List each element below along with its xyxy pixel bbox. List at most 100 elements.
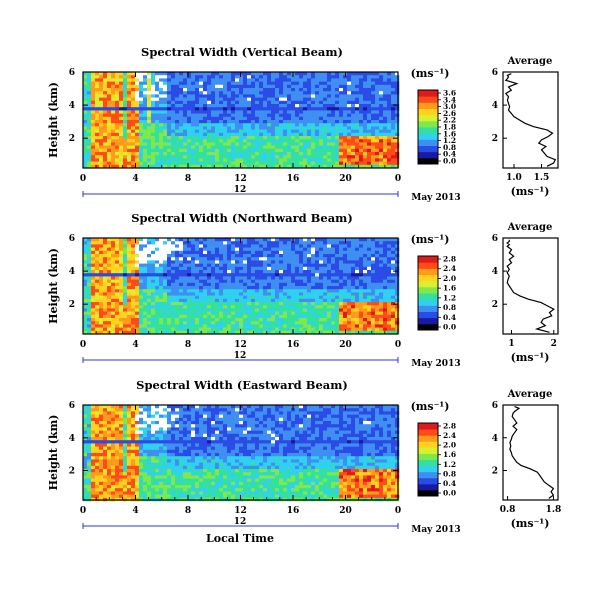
heatmap-cell bbox=[163, 257, 168, 261]
heatmap-cell bbox=[359, 161, 364, 166]
heatmap-cell bbox=[367, 84, 372, 89]
heatmap-cell bbox=[255, 139, 260, 143]
heatmap-cell bbox=[319, 142, 324, 146]
heatmap-cell bbox=[87, 139, 92, 143]
heatmap-cell bbox=[287, 81, 292, 86]
heatmap-cell bbox=[259, 75, 264, 79]
heatmap-cell bbox=[147, 136, 152, 140]
heatmap-cell bbox=[187, 295, 192, 300]
heatmap-cell bbox=[155, 104, 160, 108]
heatmap-cell bbox=[203, 270, 208, 274]
heatmap-cell bbox=[219, 314, 224, 319]
heatmap-cell bbox=[111, 263, 116, 268]
heatmap-cell bbox=[287, 263, 292, 268]
heatmap-cell bbox=[131, 295, 136, 300]
heatmap-cell bbox=[275, 250, 280, 255]
heatmap-cell bbox=[383, 321, 388, 325]
heatmap-cell bbox=[347, 123, 352, 127]
heatmap-cell bbox=[215, 324, 220, 328]
heatmap-cell bbox=[123, 247, 128, 252]
heatmap-cell bbox=[135, 136, 140, 140]
heatmap-cell bbox=[91, 148, 96, 153]
heatmap-cell bbox=[279, 132, 284, 137]
heatmap-cell bbox=[187, 129, 192, 134]
heatmap-cell bbox=[163, 250, 168, 255]
heatmap-cell bbox=[183, 314, 188, 319]
heatmap-cell bbox=[351, 148, 356, 153]
heatmap-cell bbox=[243, 97, 248, 102]
heatmap-cell bbox=[299, 107, 304, 111]
heatmap-cell bbox=[375, 158, 380, 162]
heatmap-cell bbox=[319, 286, 324, 290]
heatmap-cell bbox=[391, 107, 396, 111]
heatmap-cell bbox=[131, 244, 136, 248]
heatmap-cell bbox=[395, 129, 400, 134]
heatmap-cell bbox=[255, 104, 260, 108]
heatmap-cell bbox=[307, 295, 312, 300]
heatmap-cell bbox=[235, 263, 240, 268]
heatmap-cell bbox=[115, 289, 120, 293]
heatmap-cell bbox=[235, 289, 240, 293]
heatmap-cell bbox=[259, 244, 264, 248]
heatmap-cell bbox=[179, 270, 184, 274]
heatmap-cell bbox=[111, 321, 116, 325]
heatmap-cell bbox=[231, 129, 236, 134]
heatmap-cell bbox=[195, 270, 200, 274]
heatmap-cell bbox=[95, 270, 100, 274]
heatmap-cell bbox=[183, 247, 188, 252]
heatmap-cell bbox=[139, 113, 144, 118]
heatmap-cell bbox=[91, 94, 96, 98]
heatmap-cell bbox=[255, 145, 260, 150]
heatmap-cell bbox=[379, 126, 384, 130]
heatmap-cell bbox=[207, 142, 212, 146]
average-y-tick-label: 4 bbox=[492, 267, 498, 277]
heatmap-cell bbox=[311, 158, 316, 162]
panel-title: Spectral Width (Northward Beam) bbox=[131, 211, 353, 225]
heatmap-cell bbox=[203, 152, 208, 156]
heatmap-cell bbox=[263, 257, 268, 261]
heatmap-cell bbox=[171, 250, 176, 255]
heatmap-cell bbox=[363, 72, 368, 76]
heatmap-cell bbox=[323, 238, 328, 242]
heatmap-cell bbox=[355, 292, 360, 296]
heatmap-cell bbox=[103, 295, 108, 300]
y-tick-label: 6 bbox=[69, 234, 75, 244]
heatmap-cell bbox=[251, 270, 256, 274]
heatmap-cell bbox=[239, 164, 244, 169]
heatmap-cell bbox=[211, 152, 216, 156]
heatmap-cell bbox=[327, 139, 332, 143]
heatmap-cell bbox=[215, 279, 220, 284]
heatmap-cell bbox=[267, 136, 272, 140]
heatmap-cell bbox=[83, 81, 88, 86]
heatmap-cell bbox=[303, 75, 308, 79]
heatmap-cell bbox=[219, 132, 224, 137]
heatmap-cell bbox=[315, 97, 320, 102]
heatmap-cell bbox=[299, 244, 304, 248]
heatmap-cell bbox=[223, 78, 228, 82]
heatmap-cell bbox=[363, 142, 368, 146]
heatmap-cell bbox=[263, 107, 268, 111]
heatmap-cell bbox=[115, 100, 120, 105]
heatmap-cell bbox=[379, 129, 384, 134]
heatmap-cell bbox=[99, 152, 104, 156]
colorbar-unit: (ms⁻¹) bbox=[411, 233, 450, 246]
heatmap-cell bbox=[311, 136, 316, 140]
heatmap-cell bbox=[311, 116, 316, 121]
heatmap-cell bbox=[387, 250, 392, 255]
heatmap-cell bbox=[355, 279, 360, 284]
heatmap-cell bbox=[183, 321, 188, 325]
heatmap-cell bbox=[243, 314, 248, 319]
heatmap-cell bbox=[359, 314, 364, 319]
heatmap-cell bbox=[375, 327, 380, 332]
heatmap-cell bbox=[159, 289, 164, 293]
heatmap-cell bbox=[247, 75, 252, 79]
heatmap-cell bbox=[315, 113, 320, 118]
heatmap-cell bbox=[83, 465, 88, 470]
heatmap-cell bbox=[87, 405, 92, 409]
heatmap-cell bbox=[351, 104, 356, 108]
heatmap-cell bbox=[95, 94, 100, 98]
heatmap-cell bbox=[183, 276, 188, 280]
heatmap-cell bbox=[83, 273, 88, 277]
heatmap-cell bbox=[367, 148, 372, 153]
heatmap-cell bbox=[287, 250, 292, 255]
